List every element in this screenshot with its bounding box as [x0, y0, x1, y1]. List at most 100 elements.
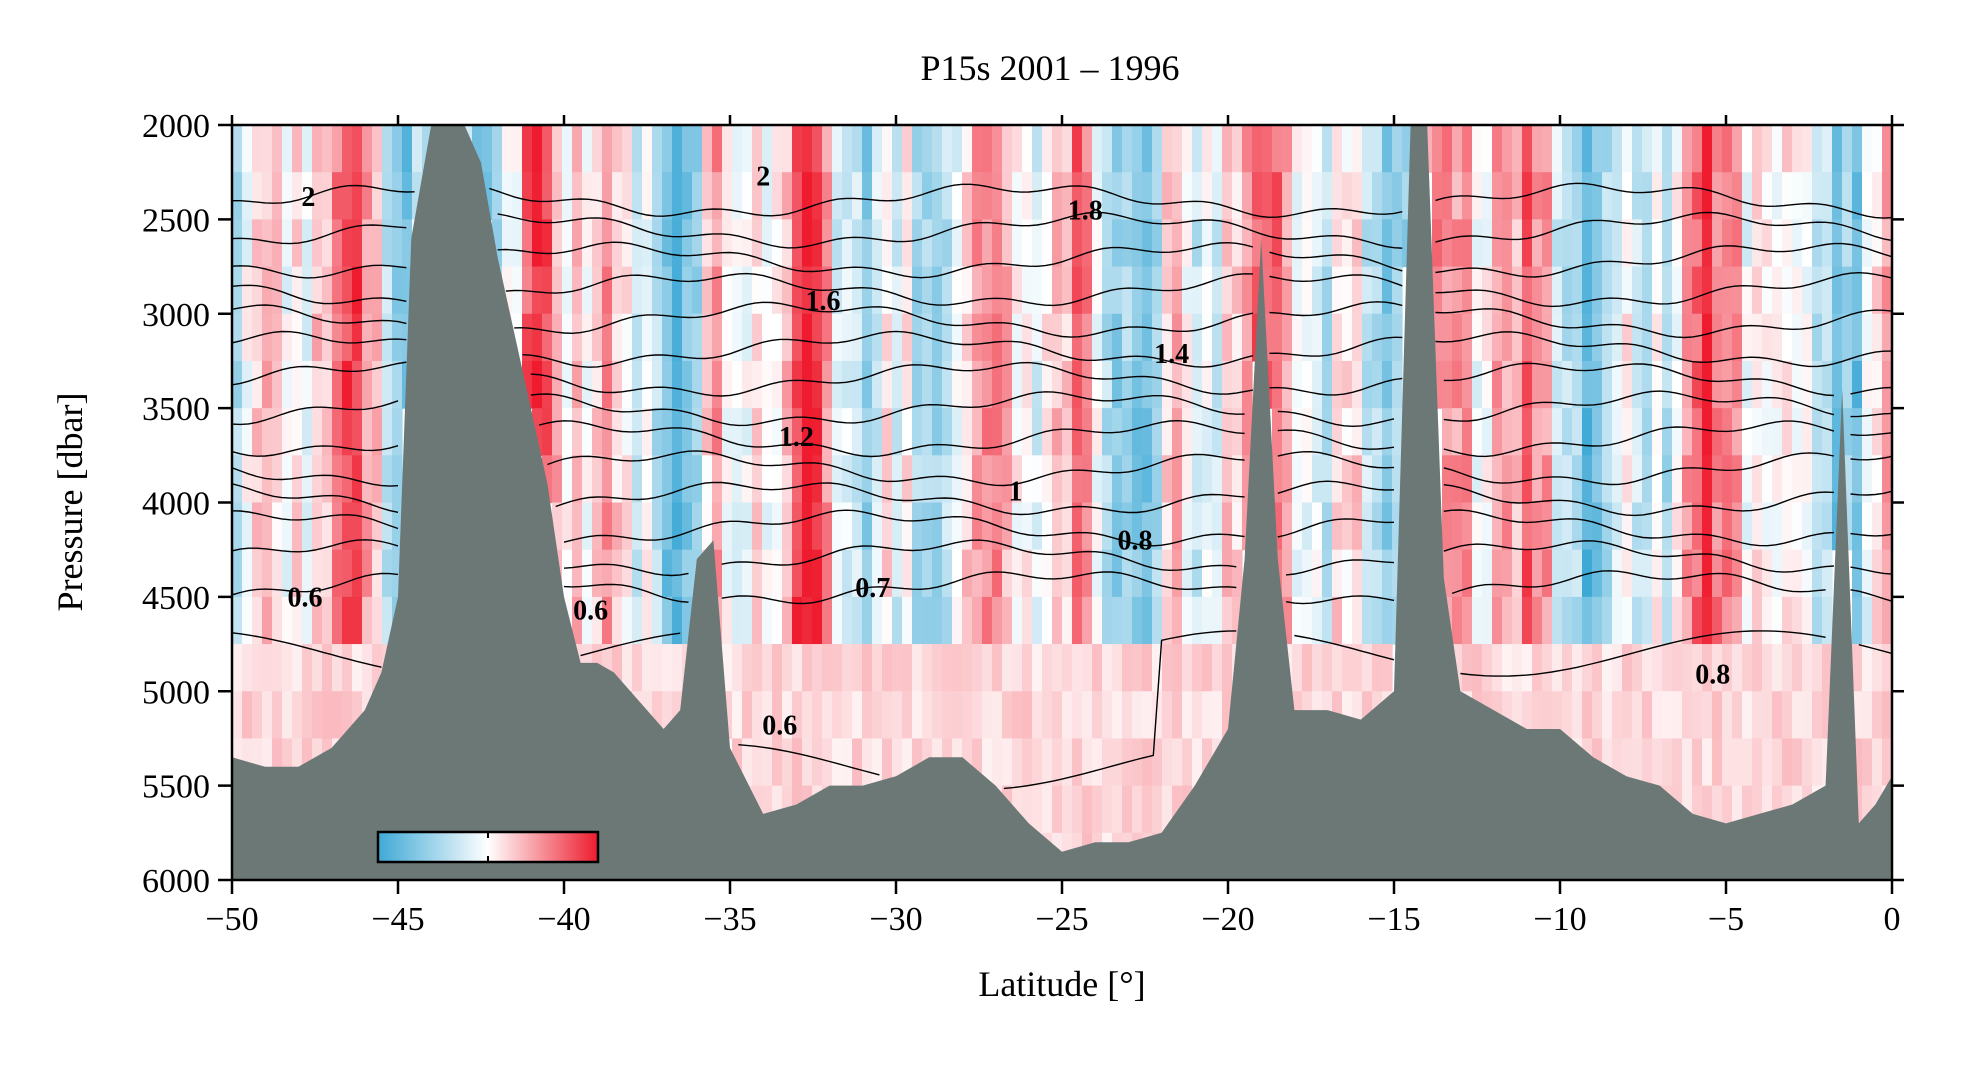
- heatmap-cell: [972, 313, 983, 362]
- heatmap-cell: [862, 738, 873, 787]
- heatmap-cell: [892, 549, 903, 598]
- heatmap-cell: [532, 125, 543, 173]
- heatmap-cell: [1612, 313, 1623, 362]
- heatmap-cell: [1732, 313, 1743, 362]
- heatmap-cell: [632, 455, 643, 504]
- heatmap-cell: [1352, 408, 1363, 456]
- heatmap-cell: [512, 219, 523, 268]
- heatmap-cell: [1112, 313, 1123, 362]
- heatmap-cell: [1782, 313, 1793, 362]
- heatmap-cell: [1262, 313, 1273, 362]
- heatmap-cell: [1772, 172, 1783, 220]
- heatmap-cell: [832, 408, 843, 456]
- heatmap-cell: [272, 691, 283, 740]
- heatmap-cell: [1162, 219, 1173, 268]
- contour-line: [232, 361, 1892, 397]
- heatmap-cell: [1212, 691, 1223, 740]
- heatmap-cell: [1692, 313, 1703, 362]
- heatmap-cell: [1122, 266, 1133, 315]
- heatmap-cell: [1212, 313, 1223, 362]
- contour-line: [232, 480, 1892, 517]
- heatmap-cell: [622, 172, 633, 220]
- heatmap-cell: [1662, 172, 1673, 220]
- heatmap-cell: [1182, 596, 1193, 645]
- heatmap-cell: [382, 502, 393, 551]
- heatmap-cell: [1362, 313, 1373, 362]
- contour-line: [232, 241, 1892, 279]
- heatmap-cell: [1182, 502, 1193, 551]
- heatmap-cell: [1352, 596, 1363, 645]
- heatmap-cell: [1682, 455, 1693, 504]
- heatmap-cell: [1622, 172, 1633, 220]
- heatmap-cell: [1462, 313, 1473, 362]
- heatmap-cell: [1192, 549, 1203, 598]
- heatmap-cell: [602, 172, 613, 220]
- heatmap-cell: [372, 596, 383, 645]
- heatmap-cell: [372, 455, 383, 504]
- heatmap-cell: [1592, 408, 1603, 456]
- heatmap-cell: [1692, 691, 1703, 740]
- heatmap-cell: [902, 219, 913, 268]
- heatmap-cell: [1362, 172, 1373, 220]
- heatmap-cell: [1312, 219, 1323, 268]
- heatmap-cell: [862, 219, 873, 268]
- heatmap-cell: [732, 172, 743, 220]
- heatmap-cell: [1642, 596, 1653, 645]
- heatmap-cell: [702, 408, 713, 456]
- heatmap-cell: [1432, 219, 1443, 268]
- heatmap-cell: [282, 549, 293, 598]
- heatmap-cell: [1672, 172, 1683, 220]
- x-axis: −50 −45 −40 −35 −30 −25 −20 −15 −10 −5 0: [205, 115, 1901, 938]
- heatmap-cell: [862, 596, 873, 645]
- heatmap-cell: [1052, 502, 1063, 551]
- heatmap-cell: [1522, 313, 1533, 362]
- heatmap-cell: [1062, 455, 1073, 504]
- heatmap-cell: [1232, 408, 1243, 456]
- heatmap-cell: [582, 596, 593, 645]
- heatmap-cell: [1842, 455, 1853, 504]
- heatmap-cell: [802, 691, 813, 740]
- heatmap-cell: [1612, 219, 1623, 268]
- heatmap-cell: [272, 360, 283, 409]
- heatmap-cell: [382, 455, 393, 504]
- heatmap-cell: [922, 691, 933, 740]
- heatmap-cell: [692, 219, 703, 268]
- heatmap-cell: [982, 172, 993, 220]
- heatmap-cell: [822, 125, 833, 173]
- heatmap-cell: [1282, 219, 1293, 268]
- heatmap-cell: [1262, 266, 1273, 315]
- heatmap-cell: [1132, 455, 1143, 504]
- heatmap-cell: [722, 596, 733, 645]
- heatmap-cell: [1032, 266, 1043, 315]
- heatmap-cell: [1332, 360, 1343, 409]
- heatmap-cell: [1132, 219, 1143, 268]
- heatmap-cell: [252, 172, 263, 220]
- heatmap-cell: [282, 691, 293, 740]
- heatmap-cell: [262, 313, 273, 362]
- heatmap-cell: [1832, 360, 1843, 409]
- heatmap-cell: [552, 360, 563, 409]
- heatmap-cell: [1772, 408, 1783, 456]
- heatmap-cell: [1432, 360, 1443, 409]
- heatmap-cell: [1522, 455, 1533, 504]
- heatmap-cell: [1012, 455, 1023, 504]
- heatmap-cell: [1552, 644, 1563, 692]
- heatmap-cell: [572, 360, 583, 409]
- heatmap-cell: [512, 125, 523, 173]
- heatmap-cell: [882, 502, 893, 551]
- heatmap-cell: [392, 455, 403, 504]
- heatmap-cell: [962, 691, 973, 740]
- heatmap-cell: [1292, 360, 1303, 409]
- heatmap-cell: [902, 408, 913, 456]
- heatmap-cell: [1592, 502, 1603, 551]
- heatmap-cell: [1052, 596, 1063, 645]
- heatmap-cell: [742, 266, 753, 315]
- heatmap-cell: [1162, 172, 1173, 220]
- heatmap-cell: [1272, 408, 1283, 456]
- heatmap-cell: [1122, 596, 1133, 645]
- heatmap-cell: [632, 549, 643, 598]
- heatmap-cell: [862, 455, 873, 504]
- heatmap-cell: [722, 455, 733, 504]
- heatmap-cell: [1012, 596, 1023, 645]
